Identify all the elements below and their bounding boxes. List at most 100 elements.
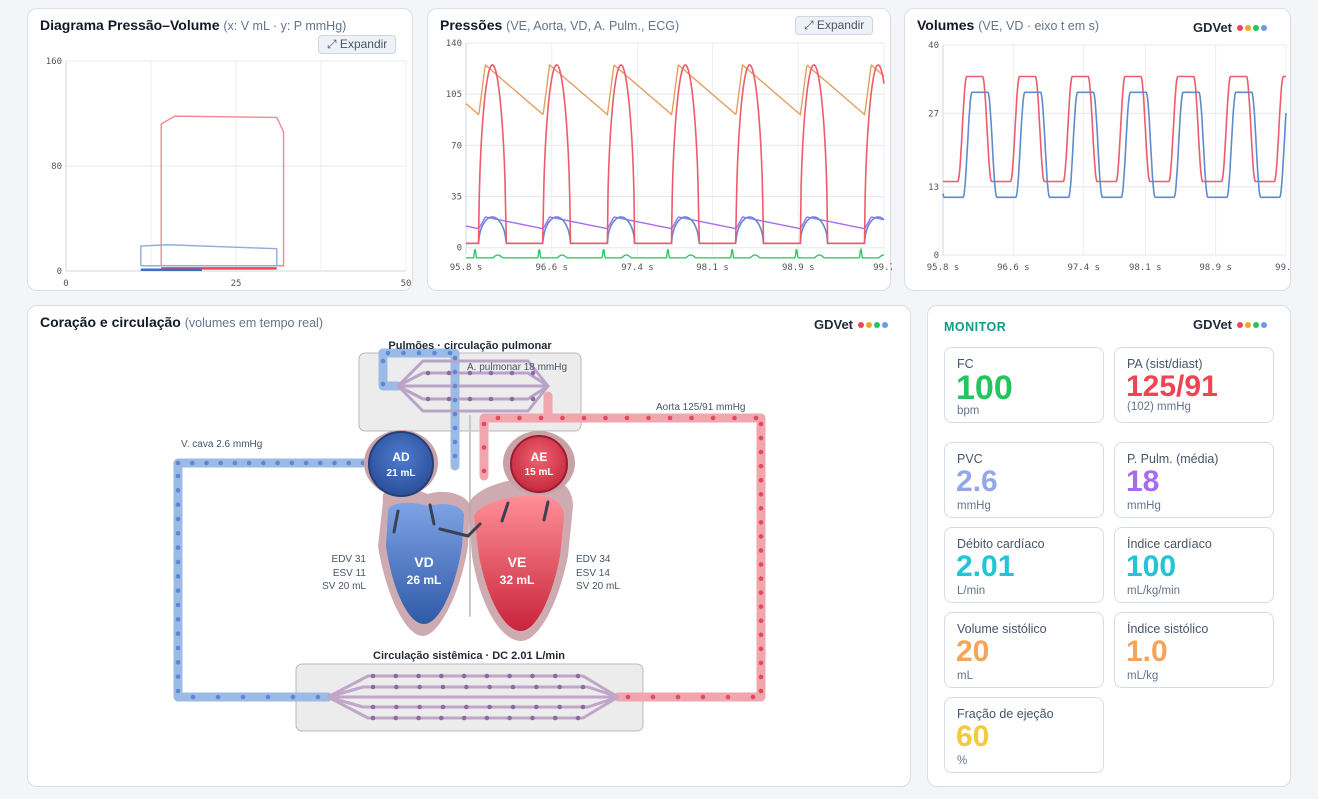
flow-dot [538,415,544,421]
flow-dot [175,516,181,522]
flow-dot [452,425,458,431]
valves [392,500,550,538]
flow-dot [487,684,492,690]
x-tick-label: 96.6 s [997,263,1030,273]
metric-value: 100 [956,369,1013,407]
brand-dot [874,322,881,328]
flow-dot [318,460,323,466]
aorta-pressure-line [465,63,885,116]
ve-pressure-line [466,64,885,245]
ve-volume-line [943,75,1286,183]
flow-dot [575,673,581,679]
flow-dot [758,660,764,666]
y-tick-label: 27 [928,109,939,119]
flow-dot [488,370,494,376]
ad-volume: 21 mL [387,468,416,479]
pulmonary-artery-vessel [378,348,460,471]
flow-dot [758,562,764,567]
flow-dot [289,460,295,466]
flow-dot [385,350,391,356]
flow-dot [725,694,731,700]
pressure-expand-button[interactable]: ⤢ Expandir [795,16,874,35]
metric-label: PVC [957,452,983,466]
flow-dot [557,684,562,690]
y-tick-label: 13 [928,183,939,193]
flow-dot [175,645,181,651]
flow-dot [461,673,467,679]
flow-dot [175,502,181,507]
left-ventricle [474,495,565,631]
y-tick-label: 0 [934,251,939,261]
flow-dot [265,694,271,700]
monitor-brand: GDVet [1193,316,1268,332]
flow-dot [175,660,181,665]
metric-unit: mL/kg [1127,670,1159,682]
flow-dot [452,397,458,403]
flow-dot [580,684,586,690]
flow-dot [530,396,536,402]
flow-dot [507,673,512,679]
flow-dot [580,704,586,710]
flow-dot [425,370,431,376]
flow-dot [575,715,581,721]
y-tick-label: 0 [457,244,462,254]
metric-pa: PA (sist/diast) 125/91 (102) mmHg [1114,347,1274,423]
flow-dot [509,396,515,402]
flow-dot [510,684,516,690]
flow-dot [758,674,764,680]
flow-dot [175,488,181,493]
flow-dot [758,632,764,638]
flow-dot [675,694,681,700]
monitor-panel: MONITOR GDVet FC 100 bpm PA (sist/diast)… [927,305,1291,787]
flow-dot [758,421,764,427]
x-tick-label: 98.9 s [782,263,815,273]
monitor-title: MONITOR [944,320,1007,334]
flow-dot [481,468,487,474]
metric-unit: mmHg [957,500,991,512]
flow-dot [190,694,196,700]
x-tick-label: 50 [401,279,412,289]
y-tick-label: 35 [451,193,462,203]
left-atrium [510,435,568,493]
flow-dot [175,460,181,466]
flow-dot [758,463,764,469]
brand-dot [1237,25,1244,31]
pv-expand-button[interactable]: ⤢ Expandir [318,35,397,54]
metric-label: Volume sistólico [957,622,1047,636]
aorta-label: Aorta 125/91 mmHg [656,402,746,413]
flow-dot [204,460,209,466]
flow-dot [758,520,764,525]
vd-volume: 26 mL [407,573,442,587]
metric-value: 2.01 [956,550,1015,583]
metric-label: PA (sist/diast) [1127,357,1203,371]
pressure-chart: 0 35 70 105 140 95.8 s 96.6 s 97.4 s 98.1 s 98.9 … [446,39,892,273]
flow-dot [758,618,764,624]
vd-pressure-line [466,216,885,245]
flow-dot [689,415,694,421]
flow-dot [758,646,764,652]
metric-indice-cardiaco: Índice cardíaco 100 mL/kg/min [1114,527,1274,603]
flow-dot [452,355,458,361]
flow-dot [625,694,631,700]
pressure-title: Pressões (VE, Aorta, VD, A. Pulm., ECG) [440,17,680,33]
metric-unit: mL/kg/min [1127,585,1181,597]
flow-dot [534,684,539,690]
pv-title: Diagrama Pressão–Volume (x: V mL · y: P … [40,17,347,33]
metric-label: FC [957,357,974,371]
metric-label: Índice sistólico [1127,622,1209,636]
rv-esv: ESV 11 [333,568,367,579]
metric-p-pulm: P. Pulm. (média) 18 mmHg [1114,442,1274,518]
flow-dot [175,617,181,622]
flow-dot [758,491,764,497]
systemic-label: Circulação sistêmica · DC 2.01 L/min [373,650,565,662]
flow-dot [530,370,536,376]
x-tick-label: 98.9 s [1199,263,1232,273]
flow-dot [758,688,764,694]
flow-dot [758,506,764,511]
flow-dot [452,369,458,375]
y-tick-label: 40 [928,41,939,51]
metric-indice-sistolico: Índice sistólico 1.0 mL/kg [1114,612,1274,688]
flow-dot [495,415,501,421]
flow-dot [394,684,399,690]
flow-dot [232,460,238,466]
